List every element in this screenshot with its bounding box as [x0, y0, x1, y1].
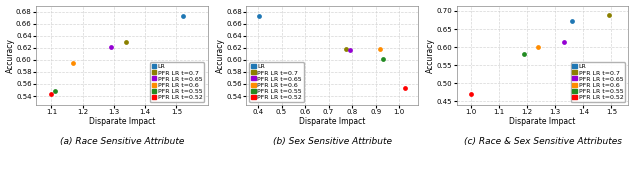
- Point: [378, 57, 388, 60]
- X-axis label: Disparate Impact: Disparate Impact: [88, 117, 155, 126]
- Point: [559, 40, 569, 43]
- Point: [122, 40, 132, 43]
- Point: [345, 49, 355, 52]
- Legend: LR, PFR LR t=0.7, PFR LR t=0.65, PFR LR t=0.6, PFR LR t=0.55, PFR LR t=0.52: LR, PFR LR t=0.7, PFR LR t=0.65, PFR LR …: [250, 62, 304, 102]
- Point: [341, 48, 351, 50]
- Point: [465, 93, 476, 96]
- Point: [519, 53, 529, 55]
- Point: [106, 45, 116, 48]
- X-axis label: Disparate Impact: Disparate Impact: [509, 117, 576, 126]
- Y-axis label: Accuracy: Accuracy: [6, 38, 15, 73]
- Point: [567, 20, 577, 22]
- X-axis label: Disparate Impact: Disparate Impact: [299, 117, 365, 126]
- Point: [604, 13, 614, 16]
- Legend: LR, PFR LR t=0.7, PFR LR t=0.65, PFR LR t=0.6, PFR LR t=0.55, PFR LR t=0.52: LR, PFR LR t=0.7, PFR LR t=0.65, PFR LR …: [150, 62, 205, 102]
- Text: (a) Race Sensitive Attribute: (a) Race Sensitive Attribute: [60, 137, 184, 146]
- Point: [533, 45, 543, 48]
- Text: (c) Race & Sex Sensitive Attributes: (c) Race & Sex Sensitive Attributes: [463, 137, 621, 146]
- Point: [49, 89, 60, 92]
- Point: [68, 62, 79, 64]
- Text: (b) Sex Sensitive Attribute: (b) Sex Sensitive Attribute: [273, 137, 392, 146]
- Point: [177, 15, 188, 18]
- Y-axis label: Accuracy: Accuracy: [426, 38, 435, 73]
- Point: [400, 87, 410, 90]
- Point: [375, 48, 385, 50]
- Y-axis label: Accuracy: Accuracy: [216, 38, 225, 73]
- Legend: LR, PFR LR t=0.7, PFR LR t=0.65, PFR LR t=0.6, PFR LR t=0.55, PFR LR t=0.52: LR, PFR LR t=0.7, PFR LR t=0.65, PFR LR …: [570, 62, 625, 102]
- Point: [254, 15, 264, 18]
- Point: [46, 92, 56, 95]
